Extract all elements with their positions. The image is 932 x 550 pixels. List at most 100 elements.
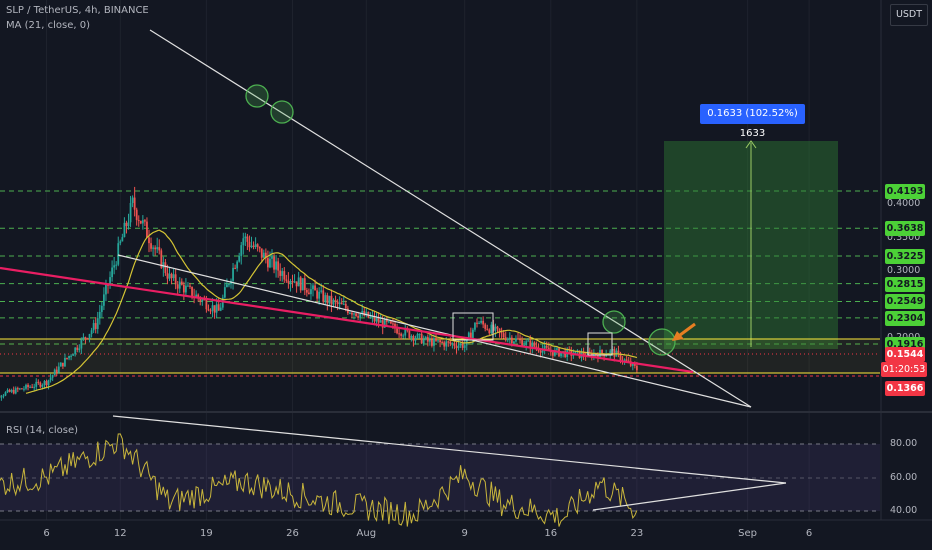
candle-body (98, 311, 101, 319)
time-tick: 6 (805, 528, 813, 539)
candle-body (418, 333, 421, 335)
level-tag: 0.2815 (885, 276, 925, 292)
candle-body (246, 236, 249, 242)
candle-body (451, 343, 454, 345)
candle-body (223, 287, 226, 298)
candle-body (334, 299, 337, 302)
candle-body (422, 339, 425, 344)
candle-body (182, 284, 185, 293)
candle-body (256, 244, 259, 247)
candle-body (217, 304, 220, 311)
currency-button[interactable]: USDT (890, 4, 928, 26)
candle-body (627, 360, 630, 362)
candle-body (316, 290, 318, 299)
candle-body (463, 345, 466, 348)
candle-body (310, 289, 312, 295)
candle-body (560, 352, 562, 357)
candle-body (273, 256, 275, 270)
candle-body (521, 340, 523, 347)
candle-body (191, 286, 193, 297)
candle-body (556, 348, 558, 350)
candle-body (322, 290, 325, 302)
wedge-lower-line (117, 254, 752, 408)
candle-body (6, 389, 9, 393)
breakout-circle (648, 328, 676, 356)
candle-body (385, 318, 388, 322)
candle-body (498, 328, 501, 333)
candle-body (152, 247, 154, 249)
candle-body (365, 311, 368, 316)
candle-body (554, 349, 556, 356)
time-tick: 6 (43, 528, 50, 539)
level-tag: 0.2304 (885, 310, 925, 326)
candle-body (150, 243, 152, 249)
candle-body (4, 392, 7, 396)
candle-body (209, 310, 212, 312)
candle-body (433, 338, 435, 346)
candle-body (476, 322, 478, 324)
candle-body (148, 237, 150, 244)
rsi-upper-trend (112, 415, 787, 484)
candle-body (25, 384, 27, 389)
candle-body (525, 341, 528, 345)
candle-body (82, 337, 85, 340)
candle-body (279, 270, 282, 276)
candle-body (166, 272, 169, 279)
candle-body (68, 355, 70, 359)
candle-body (107, 284, 109, 286)
candle-body (295, 281, 298, 287)
candle-body (37, 381, 40, 383)
rsi-legend: RSI (14, close) (6, 425, 79, 436)
candle-body (146, 221, 148, 238)
candle-body (414, 338, 417, 341)
candle-body (275, 261, 277, 270)
candle-body (105, 284, 107, 295)
candle-body (543, 345, 546, 350)
candle-body (244, 236, 247, 239)
candle-body (90, 330, 93, 335)
candle-body (381, 320, 384, 328)
candle-body (158, 247, 161, 251)
candle-body (633, 363, 636, 366)
candle-body (180, 281, 183, 285)
candle-body (80, 339, 83, 349)
candle-body (59, 362, 62, 367)
candle-body (494, 326, 497, 331)
candle-body (271, 256, 273, 259)
price-levels (0, 190, 880, 345)
candle-body (408, 330, 411, 338)
candle-body (269, 258, 271, 268)
candle-body (141, 220, 144, 224)
ma-line (25, 229, 638, 394)
candle-body (545, 345, 548, 348)
candle-body (62, 362, 64, 367)
candle-body (129, 202, 132, 223)
candle-body (262, 252, 265, 258)
candle-body (178, 281, 181, 289)
candle-body (2, 395, 5, 397)
candle-body (449, 341, 452, 344)
candle-body (185, 285, 187, 293)
measure-label[interactable]: 0.1633 (102.52%) 1633 (700, 104, 805, 139)
candle-body (250, 245, 253, 248)
candle-body (480, 320, 482, 323)
candle-body (396, 328, 398, 334)
candle-body (531, 342, 534, 349)
candle-body (215, 304, 218, 313)
candle-body (439, 340, 441, 343)
candle-body (299, 277, 302, 291)
candle-body (10, 389, 13, 392)
candle-body (139, 220, 142, 224)
candle-body (361, 310, 364, 314)
candle-body (539, 350, 542, 353)
price-tick: 0.4000 (887, 197, 921, 209)
candle-body (490, 324, 493, 334)
candle-body (27, 384, 29, 388)
candle-body (197, 294, 200, 298)
candle-body (412, 336, 415, 341)
time-tick: 26 (286, 528, 299, 539)
candle-body (455, 346, 458, 349)
consolidation-box (452, 312, 494, 341)
candle-body (533, 342, 536, 347)
candle-body (506, 338, 509, 341)
